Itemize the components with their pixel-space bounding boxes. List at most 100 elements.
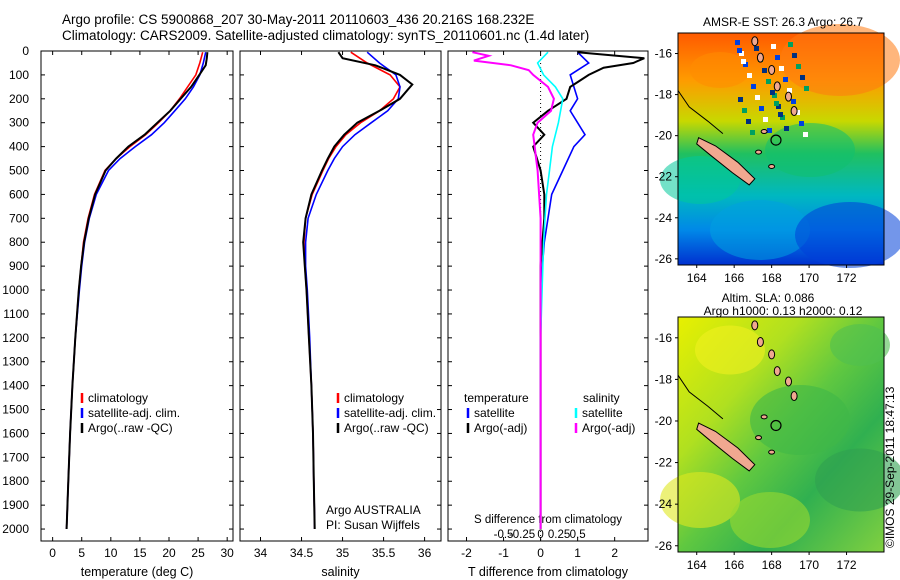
salinity-x-tick-label: 36 bbox=[418, 546, 432, 560]
sst-pixel bbox=[772, 93, 777, 98]
sst-field-patch bbox=[710, 200, 810, 260]
sla-map-title-line1: Altim. SLA: 0.086 bbox=[722, 291, 815, 305]
sla-map-loyalty-island bbox=[755, 435, 763, 441]
sst-pixel bbox=[783, 77, 788, 82]
sst-pixel bbox=[755, 95, 760, 100]
sst-pixel bbox=[735, 40, 740, 45]
sst-pixel bbox=[799, 121, 804, 126]
salinity-x-tick-label: 34.5 bbox=[290, 546, 314, 560]
imos-credit-text: ©IMOS 29-Sep-2011 18:47:13 bbox=[883, 386, 897, 548]
sst-pixel bbox=[767, 128, 772, 133]
sst-map-argo-float-position bbox=[770, 134, 782, 146]
sst-pixel bbox=[738, 97, 743, 102]
temperature-x-tick-label: 15 bbox=[133, 546, 147, 560]
temperature-axis-label: temperature (deg C) bbox=[81, 565, 194, 579]
sla-map-loyalty-island bbox=[768, 449, 776, 455]
sla-map-lat-label: -20 bbox=[655, 414, 673, 428]
sst-map-lat-label: -20 bbox=[655, 129, 673, 143]
difference-x-tick-label: -2 bbox=[461, 546, 472, 560]
sst-pixel bbox=[759, 106, 764, 111]
sla-map-lat-label: -24 bbox=[655, 497, 673, 511]
sst-field-patch bbox=[690, 52, 750, 88]
sla-map-lon-label: 166 bbox=[724, 558, 744, 572]
sst-pixel bbox=[788, 42, 793, 47]
sla-field-patch bbox=[730, 492, 810, 548]
sla-field-patch bbox=[695, 325, 765, 375]
salinity-difference-tick-label: 0.5 bbox=[570, 529, 586, 541]
temperature-x-tick-label: 0 bbox=[49, 546, 56, 560]
depth-tick-label: 300 bbox=[9, 116, 29, 130]
temperature-x-tick-label: 10 bbox=[104, 546, 118, 560]
sst-map-vanuatu-island bbox=[784, 91, 792, 102]
difference-x-tick-label: -1 bbox=[498, 546, 509, 560]
sst-pixel bbox=[787, 88, 792, 93]
sst-pixel bbox=[771, 44, 776, 49]
sla-field-patch bbox=[660, 472, 740, 528]
sla-map-lon-label: 170 bbox=[799, 558, 819, 572]
sla-map-vanuatu-island bbox=[756, 336, 764, 347]
sst-map-reef-outline bbox=[677, 90, 724, 134]
depth-tick-label: 100 bbox=[9, 68, 29, 82]
salinity-axis-label: salinity bbox=[321, 565, 360, 579]
salinity-x-tick-label: 35.5 bbox=[372, 546, 396, 560]
sla-map-argo-float-position bbox=[770, 419, 782, 432]
sla-map-vanuatu-island bbox=[773, 366, 781, 377]
sla-field-patch bbox=[815, 448, 900, 512]
difference-temperature-legend-label: Argo(-adj) bbox=[474, 421, 527, 435]
sla-map-lat-label: -18 bbox=[655, 372, 673, 386]
temperature-legend-label: Argo(..raw -QC) bbox=[88, 421, 173, 435]
sla-map-vanuatu-island bbox=[784, 376, 792, 387]
sla-map-lat-label: -26 bbox=[655, 539, 673, 553]
sla-map-vanuatu-island bbox=[790, 391, 798, 402]
sst-pixel bbox=[763, 117, 768, 122]
salinity-difference-tick-label: -0.5 bbox=[494, 529, 514, 541]
sst-map-loyalty-island bbox=[760, 129, 768, 135]
pi-name-label: PI: Susan Wijffels bbox=[326, 518, 420, 532]
sst-pixel bbox=[791, 99, 796, 104]
series-line-argo-raw-qc- bbox=[302, 51, 414, 530]
sst-map-new-caledonia-land bbox=[696, 136, 756, 186]
depth-tick-label: 1900 bbox=[2, 498, 29, 512]
temperature-x-tick-label: 25 bbox=[191, 546, 205, 560]
sst-field-patch bbox=[765, 123, 855, 177]
sst-map-vanuatu-island bbox=[756, 52, 764, 63]
depth-tick-label: 600 bbox=[9, 187, 29, 201]
sst-pixel bbox=[754, 46, 759, 51]
sst-map-vanuatu-island bbox=[751, 36, 759, 47]
salinity-panel-frame bbox=[239, 50, 442, 542]
depth-tick-label: 2000 bbox=[2, 522, 29, 536]
sla-field-patch bbox=[750, 385, 850, 455]
sst-pixel bbox=[792, 53, 797, 58]
depth-tick-label: 1000 bbox=[2, 283, 29, 297]
chart-title-line2: Climatology: CARS2009. Satellite-adjuste… bbox=[62, 28, 590, 43]
difference-panel-frame bbox=[447, 50, 649, 542]
salinity-legend-label: satellite-adj. clim. bbox=[344, 406, 436, 420]
depth-tick-label: 1500 bbox=[2, 403, 29, 417]
temperature-legend-label: satellite-adj. clim. bbox=[88, 406, 180, 420]
depth-tick-label: 1100 bbox=[3, 307, 29, 321]
salinity-difference-axis-label: S difference from climatology bbox=[474, 514, 622, 526]
sst-map-lat-label: -18 bbox=[655, 88, 673, 102]
depth-tick-label: 1600 bbox=[2, 426, 29, 440]
sst-pixel bbox=[776, 104, 781, 109]
sla-map-title-line2: Argo h1000: 0.13 h2000: 0.12 bbox=[704, 304, 863, 318]
sst-pixel bbox=[742, 108, 747, 113]
sst-pixel bbox=[737, 48, 742, 53]
depth-tick-label: 0 bbox=[22, 44, 29, 58]
sst-map-lat-label: -22 bbox=[655, 170, 673, 184]
sst-pixel bbox=[779, 66, 784, 71]
salinity-x-tick-label: 34 bbox=[254, 546, 268, 560]
sst-pixel bbox=[770, 90, 775, 95]
sst-map-lat-label: -26 bbox=[655, 252, 673, 266]
sla-field-patch bbox=[830, 324, 890, 366]
sst-pixel bbox=[780, 115, 785, 120]
sst-map-loyalty-island bbox=[755, 149, 763, 155]
sst-pixel bbox=[778, 112, 783, 117]
sla-map-frame bbox=[677, 316, 885, 553]
series-line-s-argo-adj- bbox=[472, 51, 555, 529]
sst-map-lon-label: 170 bbox=[799, 271, 819, 285]
depth-tick-label: 200 bbox=[9, 92, 29, 106]
salinity-legend-label: Argo(..raw -QC) bbox=[344, 421, 429, 435]
sst-map-lon-label: 164 bbox=[687, 271, 707, 285]
